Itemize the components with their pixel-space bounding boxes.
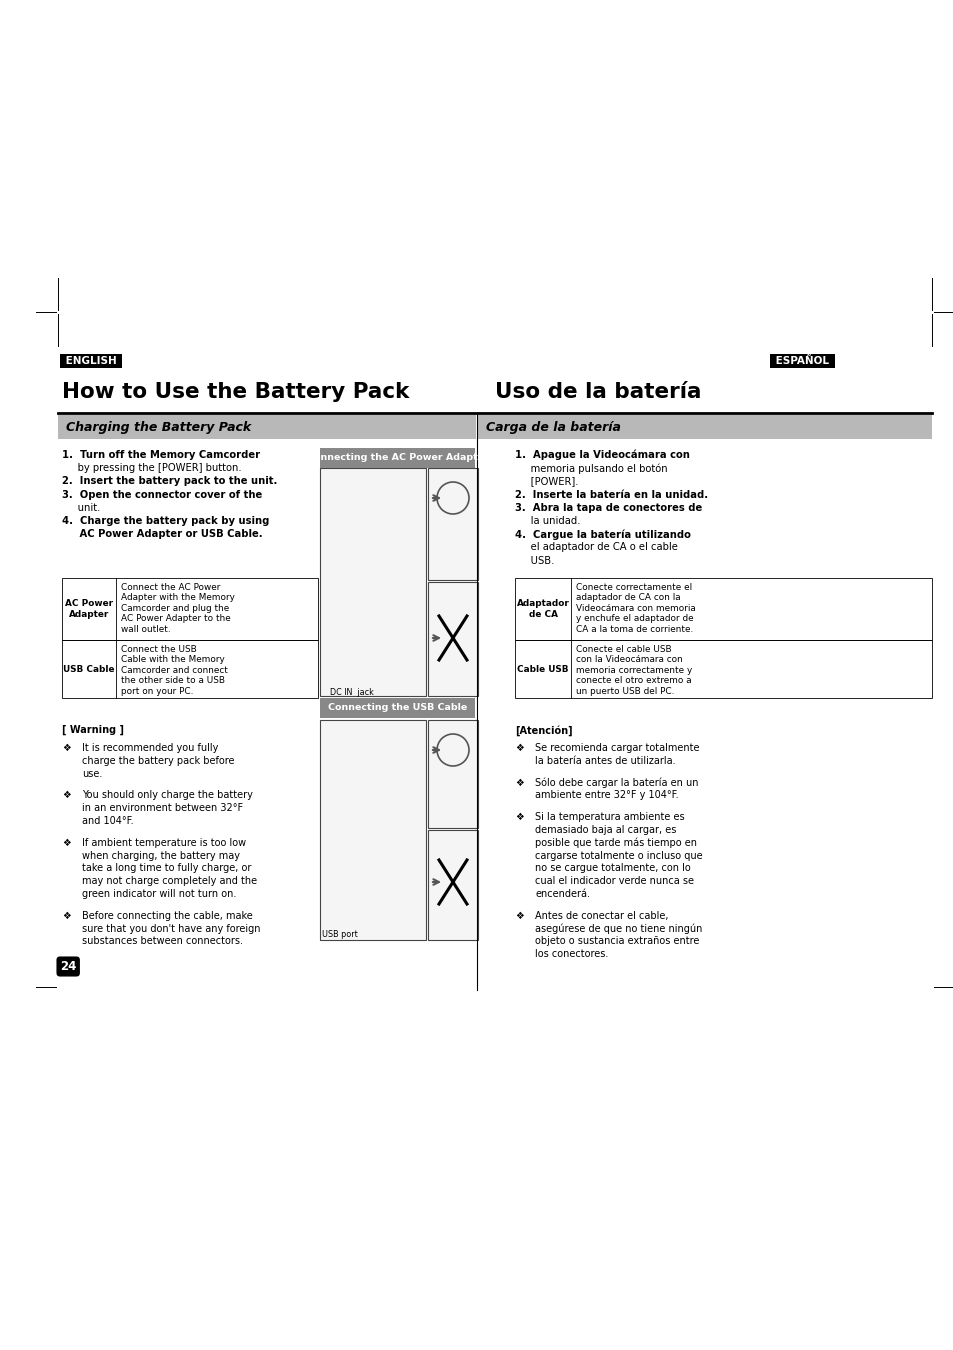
Text: Se recomienda cargar totalmente: Se recomienda cargar totalmente bbox=[535, 743, 699, 753]
Text: USB port: USB port bbox=[322, 930, 357, 940]
Text: in an environment between 32°F: in an environment between 32°F bbox=[82, 803, 243, 813]
Text: Si la temperatura ambiente es: Si la temperatura ambiente es bbox=[535, 813, 684, 822]
Text: may not charge completely and the: may not charge completely and the bbox=[82, 876, 257, 886]
Text: DC IN  jack: DC IN jack bbox=[330, 688, 374, 697]
Text: You should only charge the battery: You should only charge the battery bbox=[82, 790, 253, 801]
Bar bbox=[477, 414, 931, 439]
Text: ❖: ❖ bbox=[515, 813, 523, 822]
Text: ambiente entre 32°F y 104°F.: ambiente entre 32°F y 104°F. bbox=[535, 790, 678, 801]
Text: posible que tarde más tiempo en: posible que tarde más tiempo en bbox=[535, 838, 697, 848]
Text: memoria pulsando el botón: memoria pulsando el botón bbox=[515, 463, 667, 474]
Bar bbox=[319, 468, 426, 697]
Text: 3.  Abra la tapa de conectores de: 3. Abra la tapa de conectores de bbox=[515, 502, 701, 513]
Text: Charging the Battery Pack: Charging the Battery Pack bbox=[66, 420, 251, 433]
Text: Connect the USB
Cable with the Memory
Camcorder and connect
the other side to a : Connect the USB Cable with the Memory Ca… bbox=[121, 645, 228, 695]
Text: [POWER].: [POWER]. bbox=[515, 477, 578, 486]
Text: USB.: USB. bbox=[515, 556, 554, 566]
Bar bbox=[62, 640, 317, 698]
Text: by pressing the [POWER] button.: by pressing the [POWER] button. bbox=[62, 463, 241, 474]
Text: demasiado baja al cargar, es: demasiado baja al cargar, es bbox=[535, 825, 676, 834]
Text: If ambient temperature is too low: If ambient temperature is too low bbox=[82, 838, 246, 848]
Text: Conecte correctamente el
adaptador de CA con la
Videocámara con memoria
y enchuf: Conecte correctamente el adaptador de CA… bbox=[576, 583, 695, 633]
Text: ❖: ❖ bbox=[515, 911, 523, 921]
Text: ❖: ❖ bbox=[62, 743, 71, 753]
Text: 3.  Open the connector cover of the: 3. Open the connector cover of the bbox=[62, 490, 262, 500]
Bar bbox=[62, 578, 317, 640]
Text: Carga de la batería: Carga de la batería bbox=[485, 420, 620, 433]
Bar bbox=[515, 640, 931, 698]
Text: ESPAÑOL: ESPAÑOL bbox=[771, 356, 832, 366]
Bar bbox=[428, 830, 477, 940]
Text: 4.  Cargue la batería utilizando: 4. Cargue la batería utilizando bbox=[515, 529, 690, 540]
Bar bbox=[319, 720, 426, 940]
Text: Adaptador
de CA: Adaptador de CA bbox=[516, 599, 569, 618]
Text: use.: use. bbox=[82, 768, 102, 779]
Text: Connecting the USB Cable: Connecting the USB Cable bbox=[328, 703, 467, 713]
Text: ❖: ❖ bbox=[515, 778, 523, 787]
Text: ❖: ❖ bbox=[62, 838, 71, 848]
Bar bbox=[428, 720, 477, 828]
Text: Uso de la batería: Uso de la batería bbox=[495, 382, 700, 402]
Text: [ Warning ]: [ Warning ] bbox=[62, 725, 124, 736]
Bar bbox=[58, 414, 476, 439]
Text: How to Use the Battery Pack: How to Use the Battery Pack bbox=[62, 382, 409, 402]
Text: Cable USB: Cable USB bbox=[517, 664, 568, 674]
Text: la batería antes de utilizarla.: la batería antes de utilizarla. bbox=[535, 756, 675, 765]
Text: charge the battery pack before: charge the battery pack before bbox=[82, 756, 234, 765]
Text: ENGLISH: ENGLISH bbox=[62, 356, 120, 366]
Bar bbox=[428, 468, 477, 580]
Text: USB Cable: USB Cable bbox=[63, 664, 114, 674]
Text: 2.  Inserte la batería en la unidad.: 2. Inserte la batería en la unidad. bbox=[515, 490, 707, 500]
Text: el adaptador de CA o el cable: el adaptador de CA o el cable bbox=[515, 543, 678, 552]
Text: Before connecting the cable, make: Before connecting the cable, make bbox=[82, 911, 253, 921]
Text: Conecte el cable USB
con la Videocámara con
memoria correctamente y
conecte el o: Conecte el cable USB con la Videocámara … bbox=[576, 645, 692, 695]
Text: AC Power Adapter or USB Cable.: AC Power Adapter or USB Cable. bbox=[62, 529, 262, 539]
Text: cual el indicador verde nunca se: cual el indicador verde nunca se bbox=[535, 876, 693, 886]
Text: 2.  Insert the battery pack to the unit.: 2. Insert the battery pack to the unit. bbox=[62, 477, 277, 486]
Text: green indicator will not turn on.: green indicator will not turn on. bbox=[82, 888, 236, 899]
Text: It is recommended you fully: It is recommended you fully bbox=[82, 743, 218, 753]
Text: Sólo debe cargar la batería en un: Sólo debe cargar la batería en un bbox=[535, 778, 698, 788]
Text: and 104°F.: and 104°F. bbox=[82, 815, 133, 826]
Text: 1.  Apague la Videocámara con: 1. Apague la Videocámara con bbox=[515, 450, 689, 460]
Text: encenderá.: encenderá. bbox=[535, 888, 589, 899]
Text: 24: 24 bbox=[60, 960, 76, 973]
Text: objeto o sustancia extraños entre: objeto o sustancia extraños entre bbox=[535, 937, 699, 946]
Bar bbox=[515, 578, 931, 640]
Bar bbox=[319, 698, 475, 718]
Text: asegúrese de que no tiene ningún: asegúrese de que no tiene ningún bbox=[535, 923, 701, 934]
Text: ❖: ❖ bbox=[515, 743, 523, 753]
Text: ❖: ❖ bbox=[62, 911, 71, 921]
Bar bbox=[428, 582, 477, 697]
Text: when charging, the battery may: when charging, the battery may bbox=[82, 850, 240, 860]
Text: cargarse totalmente o incluso que: cargarse totalmente o incluso que bbox=[535, 850, 702, 860]
Text: ❖: ❖ bbox=[62, 790, 71, 801]
Text: la unidad.: la unidad. bbox=[515, 516, 579, 526]
Text: 1.  Turn off the Memory Camcorder: 1. Turn off the Memory Camcorder bbox=[62, 450, 260, 460]
Bar bbox=[319, 448, 475, 468]
Text: Antes de conectar el cable,: Antes de conectar el cable, bbox=[535, 911, 668, 921]
Text: substances between connectors.: substances between connectors. bbox=[82, 937, 243, 946]
Text: no se cargue totalmente, con lo: no se cargue totalmente, con lo bbox=[535, 863, 690, 873]
Text: Connect the AC Power
Adapter with the Memory
Camcorder and plug the
AC Power Ada: Connect the AC Power Adapter with the Me… bbox=[121, 583, 234, 633]
Text: take a long time to fully charge, or: take a long time to fully charge, or bbox=[82, 863, 251, 873]
Text: unit.: unit. bbox=[62, 502, 100, 513]
Text: [Atención]: [Atención] bbox=[515, 725, 572, 736]
Text: sure that you don't have any foreign: sure that you don't have any foreign bbox=[82, 923, 260, 933]
Text: 4.  Charge the battery pack by using: 4. Charge the battery pack by using bbox=[62, 516, 269, 526]
Text: Connecting the AC Power Adapter: Connecting the AC Power Adapter bbox=[306, 454, 488, 463]
Text: los conectores.: los conectores. bbox=[535, 949, 608, 958]
Text: AC Power
Adapter: AC Power Adapter bbox=[65, 599, 113, 618]
